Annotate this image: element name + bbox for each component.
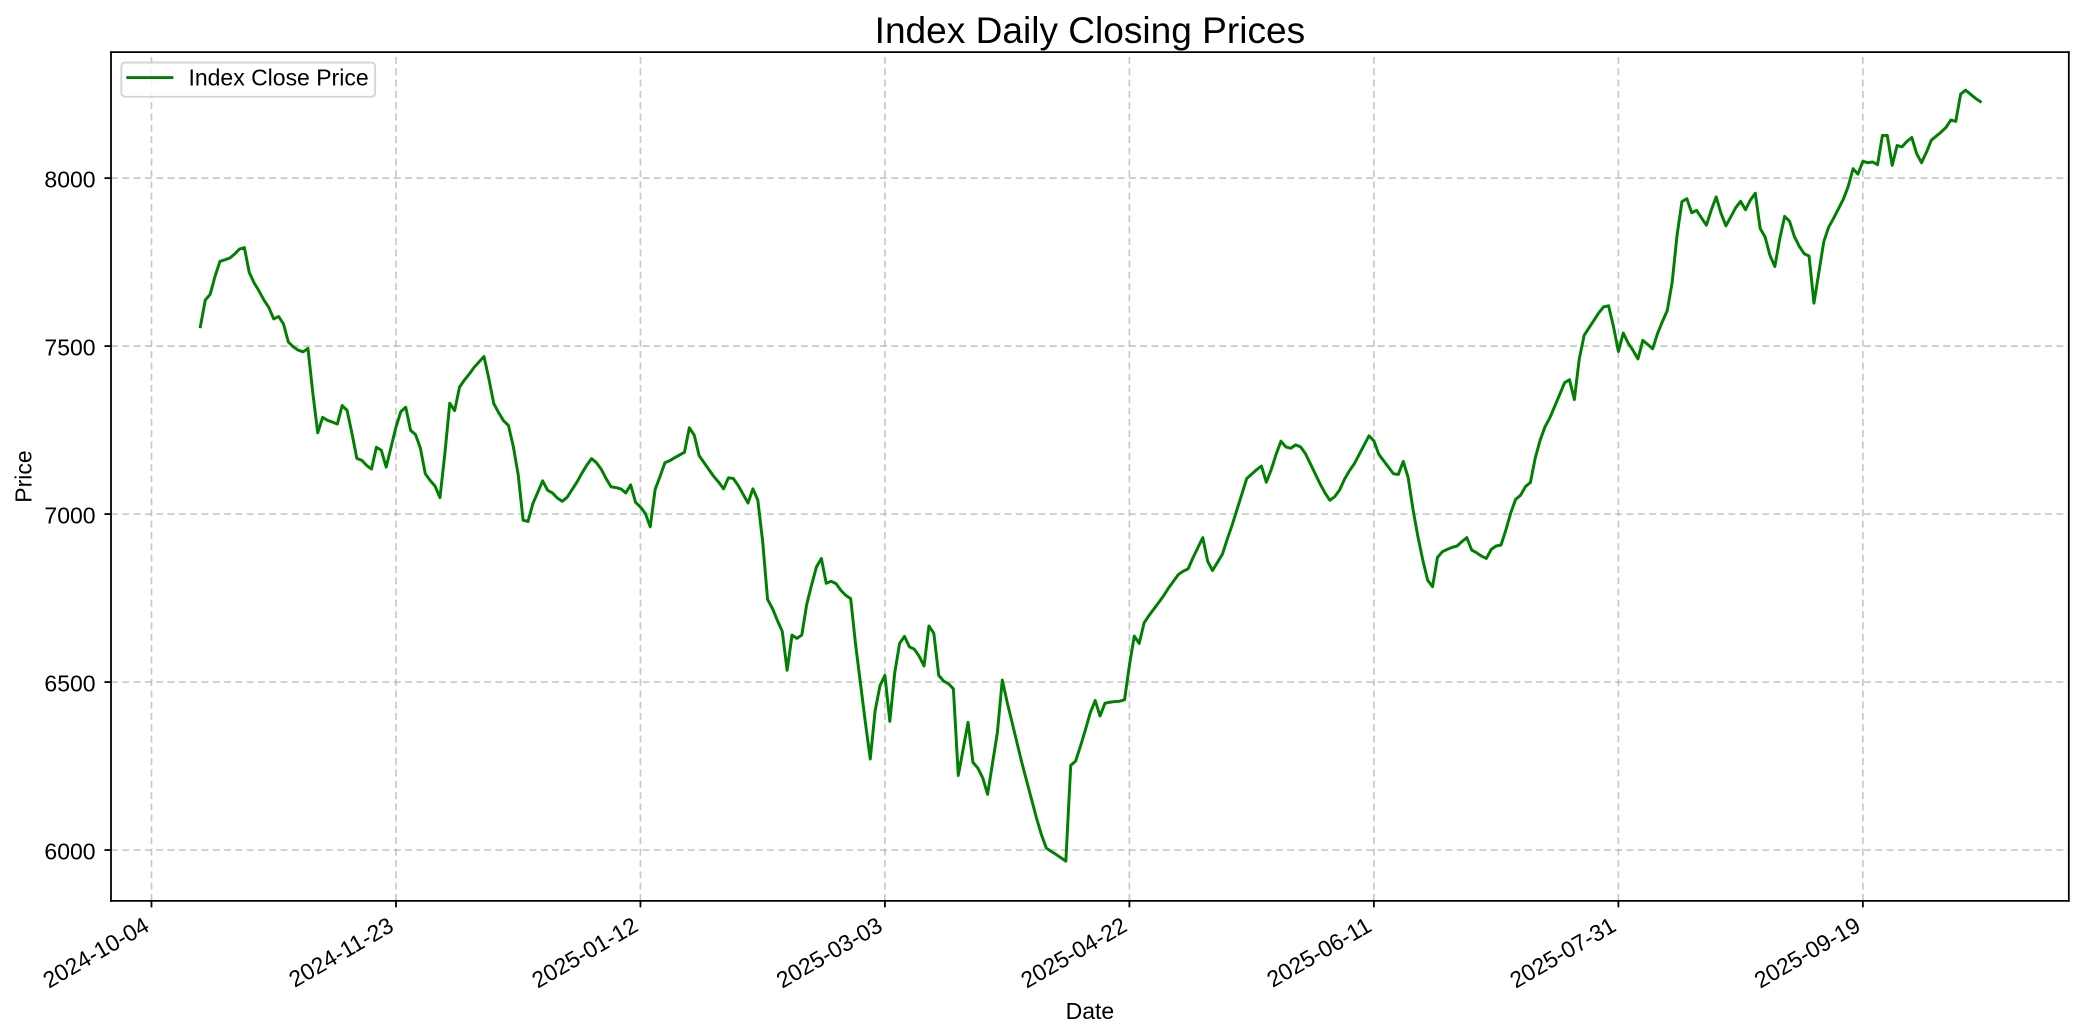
svg-text:Date: Date [1066,998,1115,1024]
svg-text:8000: 8000 [44,166,95,192]
svg-text:Index Daily Closing Prices: Index Daily Closing Prices [875,9,1306,51]
svg-text:6500: 6500 [44,670,95,696]
svg-text:7000: 7000 [44,502,95,528]
svg-text:6000: 6000 [44,838,95,864]
svg-text:Price: Price [11,450,37,502]
svg-text:7500: 7500 [44,334,95,360]
svg-text:Index Close Price: Index Close Price [188,65,368,91]
